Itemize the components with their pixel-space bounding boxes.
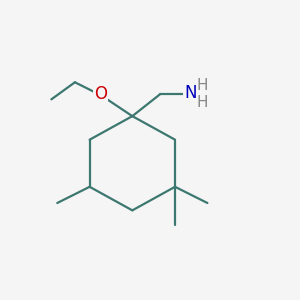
Text: O: O: [94, 85, 107, 103]
Text: H: H: [197, 95, 208, 110]
Text: H: H: [197, 78, 208, 93]
Text: N: N: [184, 84, 196, 102]
